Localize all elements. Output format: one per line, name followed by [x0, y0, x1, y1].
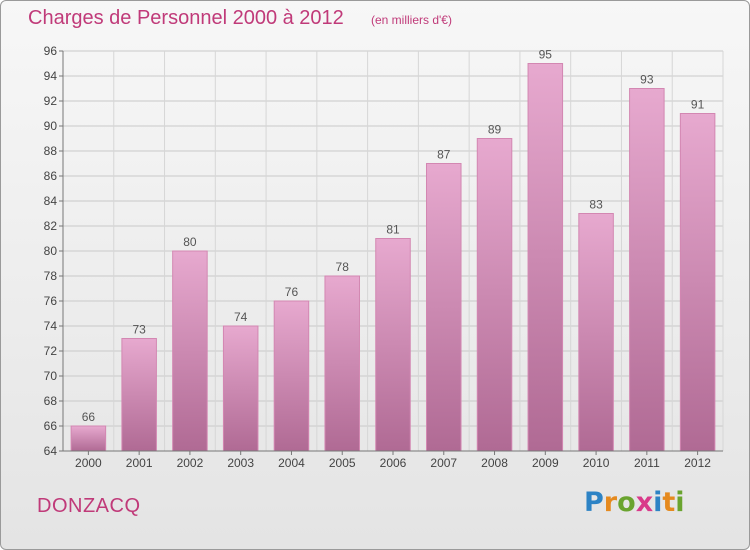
- chart-title: Charges de Personnel 2000 à 2012: [28, 7, 344, 29]
- x-tick-label: 2008: [481, 456, 508, 470]
- y-tick-label: 70: [44, 369, 58, 383]
- x-tick-label: 2012: [684, 456, 711, 470]
- bar: [629, 88, 665, 452]
- x-tick-label: 2006: [380, 456, 407, 470]
- bar: [273, 300, 310, 452]
- chart-subtitle: (en milliers d'€): [371, 13, 452, 27]
- bars: [70, 63, 716, 452]
- x-tick-label: 2001: [126, 456, 153, 470]
- bar: [375, 238, 411, 452]
- bar: [70, 425, 107, 452]
- y-tick-label: 94: [44, 69, 58, 83]
- bar-value-label: 87: [437, 148, 451, 162]
- x-tick-label: 2009: [532, 456, 559, 470]
- axes: 64 66 68 70 72 74 76 78 80 82 84 86 88 90 92 94 96 2000 20…: [44, 44, 723, 470]
- bar: [222, 325, 259, 452]
- bar-value-label: 89: [488, 123, 502, 137]
- logo-letter: o: [617, 487, 636, 518]
- bar: [426, 163, 462, 452]
- bar-value-label: 91: [691, 98, 705, 112]
- bar-value-label: 73: [132, 323, 146, 337]
- y-tick-label: 66: [44, 419, 58, 433]
- x-tick-label: 2004: [278, 456, 305, 470]
- bar: [578, 213, 614, 452]
- x-tick-label: 2002: [177, 456, 204, 470]
- bar: [324, 275, 360, 452]
- x-tick-label: 2011: [634, 456, 660, 470]
- bar: [679, 113, 716, 452]
- bar-value-label: 78: [336, 260, 350, 274]
- logo-letter: P: [584, 487, 604, 518]
- y-tick-label: 80: [44, 244, 58, 258]
- x-tick-label: 2007: [430, 456, 457, 470]
- bar: [172, 250, 208, 452]
- y-tick-label: 84: [44, 194, 58, 208]
- commune-name: DONZACQ: [37, 495, 141, 517]
- bar-value-label: 83: [589, 198, 603, 212]
- value-labels: 66 73 80 74 76 78 81 87 89 95 83 93 91: [82, 48, 705, 425]
- y-tick-label: 82: [44, 219, 58, 233]
- logo-letter: x: [635, 487, 654, 518]
- bar-value-label: 80: [183, 235, 197, 249]
- y-tick-label: 88: [44, 144, 58, 158]
- bar-value-label: 95: [539, 48, 553, 62]
- bar: [527, 63, 564, 452]
- y-tick-label: 64: [44, 444, 58, 458]
- y-tick-label: 78: [44, 269, 58, 283]
- y-tick-label: 96: [44, 44, 58, 58]
- proxiti-logo[interactable]: Proxiti: [584, 487, 685, 518]
- logo-letter: i: [653, 487, 663, 518]
- bar-value-label: 81: [386, 223, 400, 237]
- bar-value-label: 93: [640, 73, 654, 87]
- x-tick-label: 2005: [329, 456, 356, 470]
- x-tick-label: 2000: [75, 456, 102, 470]
- y-tick-label: 72: [44, 344, 58, 358]
- bar: [121, 338, 157, 452]
- bar: [476, 138, 513, 452]
- y-tick-label: 76: [44, 294, 58, 308]
- y-tick-label: 68: [44, 394, 58, 408]
- bar-value-label: 74: [234, 310, 248, 324]
- x-tick-label: 2010: [583, 456, 610, 470]
- x-tick-label: 2003: [227, 456, 254, 470]
- logo-letter: i: [675, 487, 685, 518]
- bar-value-label: 66: [82, 410, 96, 424]
- y-tick-label: 92: [44, 94, 58, 108]
- y-tick-label: 90: [44, 119, 58, 133]
- logo-letter: r: [603, 487, 618, 518]
- y-tick-label: 74: [44, 319, 58, 333]
- bar-value-label: 76: [285, 285, 299, 299]
- logo-letter: t: [662, 487, 676, 518]
- y-tick-label: 86: [44, 169, 58, 183]
